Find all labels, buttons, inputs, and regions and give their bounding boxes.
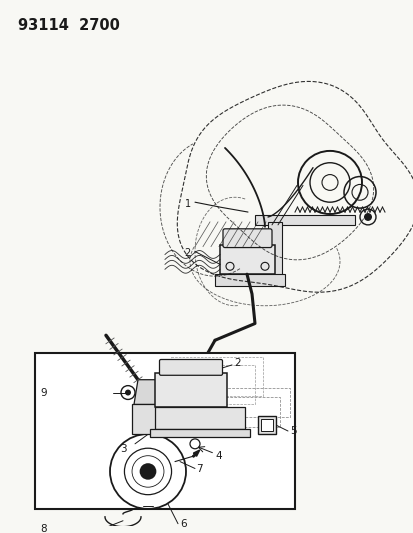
Text: 4: 4: [214, 451, 221, 461]
FancyBboxPatch shape: [223, 229, 271, 247]
Bar: [154, 407, 244, 429]
Bar: [154, 373, 226, 407]
Bar: [267, 222, 281, 281]
Text: 6: 6: [180, 519, 186, 529]
Circle shape: [125, 390, 131, 395]
Circle shape: [363, 213, 371, 221]
Circle shape: [139, 463, 156, 480]
Text: 7: 7: [195, 464, 202, 474]
FancyArrow shape: [192, 450, 199, 457]
Text: 5: 5: [289, 426, 296, 436]
Bar: [254, 215, 354, 225]
Bar: [171, 357, 262, 397]
Polygon shape: [134, 379, 161, 405]
Bar: [35, 353, 294, 509]
Text: 93114  2700: 93114 2700: [18, 18, 120, 33]
Bar: [257, 416, 275, 434]
Text: 3: 3: [120, 444, 126, 454]
Text: 8: 8: [40, 523, 47, 533]
Bar: [132, 405, 164, 434]
Bar: [260, 419, 272, 431]
Bar: [175, 387, 289, 417]
Bar: [163, 365, 254, 405]
Text: 2: 2: [233, 358, 240, 368]
Bar: [219, 245, 274, 274]
Bar: [150, 429, 249, 437]
FancyBboxPatch shape: [159, 359, 222, 375]
Bar: [214, 274, 284, 286]
Text: 2: 2: [184, 248, 190, 259]
Bar: [165, 398, 279, 427]
Text: 9: 9: [40, 387, 47, 398]
Text: 1: 1: [185, 199, 190, 209]
